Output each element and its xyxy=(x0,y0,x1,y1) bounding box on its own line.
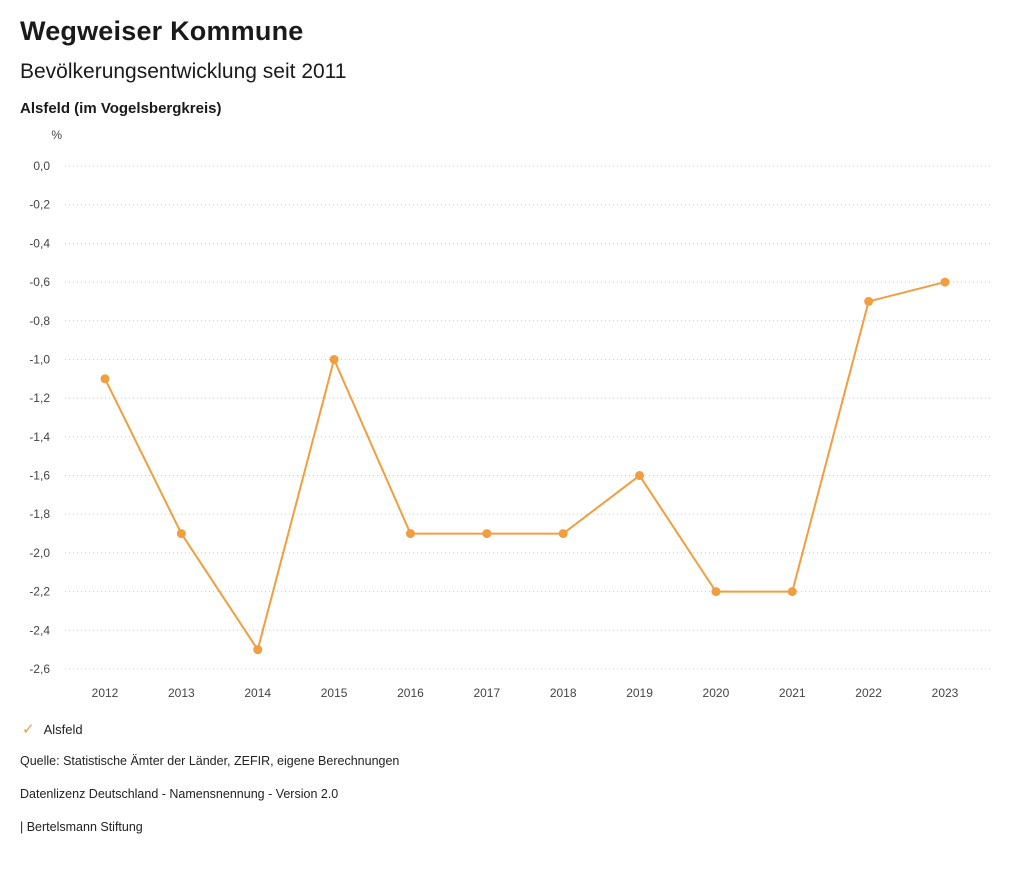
y-tick-label: -1,2 xyxy=(29,391,50,405)
chart-title: Bevölkerungsentwicklung seit 2011 xyxy=(20,60,347,83)
data-point[interactable] xyxy=(100,374,110,384)
chart-header: Wegweiser Kommune Bevölkerungsentwicklun… xyxy=(0,0,1024,117)
source-note: Quelle: Statistische Ämter der Länder, Z… xyxy=(20,754,400,768)
population-line-chart[interactable]: % 0,0 -0,2 -0,4 -0,6 -0,8 -1,0 -1,2 -1,4 -1,6 -1,8… xyxy=(0,121,1024,706)
x-tick-label: 2021 xyxy=(779,686,806,700)
y-tick-label: 0,0 xyxy=(33,159,50,173)
y-tick-label: -1,8 xyxy=(29,507,50,521)
footer: Quelle: Statistische Ämter der Länder, Z… xyxy=(0,740,1024,834)
data-point[interactable] xyxy=(558,529,568,539)
x-tick-label: 2020 xyxy=(703,686,730,700)
chart-area: % 0,0 -0,2 -0,4 -0,6 -0,8 -1,0 -1,2 -1,4 -1,6 -1,8… xyxy=(0,121,1024,706)
x-tick-label: 2013 xyxy=(168,686,195,700)
x-tick-label: 2017 xyxy=(473,686,500,700)
data-point[interactable] xyxy=(329,354,339,364)
data-point[interactable] xyxy=(635,471,645,481)
y-tick-label: -0,2 xyxy=(29,198,50,212)
y-tick-label: -2,6 xyxy=(29,662,50,676)
legend-label: Alsfeld xyxy=(43,721,83,737)
check-icon: ✓ xyxy=(22,720,35,738)
data-point[interactable] xyxy=(711,587,721,597)
data-point[interactable] xyxy=(864,296,874,306)
data-point[interactable] xyxy=(176,529,186,539)
y-tick-label: -0,8 xyxy=(29,314,50,328)
region-title: Alsfeld (im Vogelsbergkreis) xyxy=(20,100,222,117)
y-tick-label: -2,2 xyxy=(29,585,50,599)
x-tick-label: 2016 xyxy=(397,686,424,700)
y-tick-label: -0,6 xyxy=(29,275,50,289)
attribution-note: | Bertelsmann Stiftung xyxy=(20,820,143,834)
y-tick-label: -1,6 xyxy=(29,469,50,483)
x-tick-label: 2015 xyxy=(321,686,348,700)
x-tick-label: 2012 xyxy=(92,686,119,700)
y-tick-label: -0,4 xyxy=(29,236,50,250)
y-axis-unit: % xyxy=(51,128,62,142)
x-tick-label: 2014 xyxy=(244,686,271,700)
y-tick-label: -1,4 xyxy=(29,430,50,444)
page-title: Wegweiser Kommune xyxy=(20,16,304,46)
x-tick-label: 2019 xyxy=(626,686,653,700)
data-point[interactable] xyxy=(405,529,415,539)
data-point[interactable] xyxy=(787,587,797,597)
legend: ✓ Alsfeld xyxy=(0,718,1024,740)
x-tick-label: 2023 xyxy=(932,686,959,700)
y-tick-label: -2,4 xyxy=(29,623,50,637)
data-point[interactable] xyxy=(482,529,492,539)
x-tick-label: 2018 xyxy=(550,686,577,700)
data-point[interactable] xyxy=(253,645,263,655)
legend-item-alsfeld[interactable]: ✓ Alsfeld xyxy=(22,722,83,737)
x-tick-label: 2022 xyxy=(855,686,882,700)
line-series-alsfeld xyxy=(104,281,946,651)
data-point[interactable] xyxy=(940,277,950,287)
y-tick-label: -1,0 xyxy=(29,352,50,366)
license-note: Datenlizenz Deutschland - Namensnennung … xyxy=(20,787,339,801)
y-tick-label: -2,0 xyxy=(29,546,50,560)
